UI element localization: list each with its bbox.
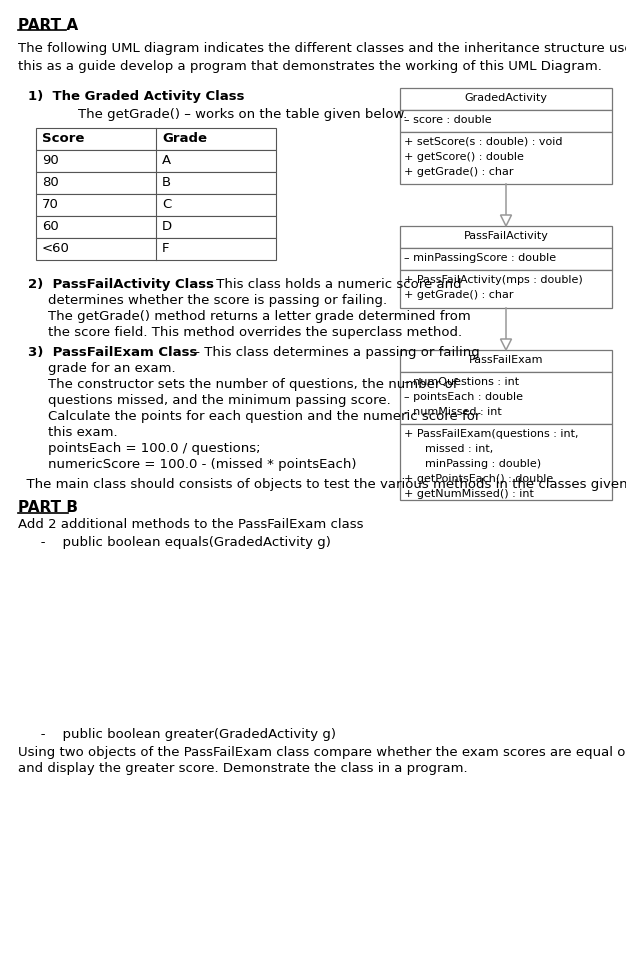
- Text: + PassFailExam(questions : int,: + PassFailExam(questions : int,: [404, 429, 578, 439]
- Text: The getGrade() – works on the table given below.: The getGrade() – works on the table give…: [78, 108, 408, 121]
- Text: + getGrade() : char: + getGrade() : char: [404, 290, 513, 300]
- Text: The constructor sets the number of questions, the number of: The constructor sets the number of quest…: [48, 378, 458, 391]
- Text: Add 2 additional methods to the PassFailExam class: Add 2 additional methods to the PassFail…: [18, 518, 364, 531]
- Text: PassFailExam: PassFailExam: [469, 355, 543, 365]
- Text: 3)  PassFailExam Class: 3) PassFailExam Class: [28, 346, 197, 359]
- Text: F: F: [162, 242, 170, 255]
- Text: Calculate the points for each question and the numeric score for: Calculate the points for each question a…: [48, 410, 480, 423]
- Text: missed : int,: missed : int,: [404, 444, 493, 454]
- Text: – minPassingScore : double: – minPassingScore : double: [404, 253, 556, 263]
- FancyBboxPatch shape: [400, 424, 612, 500]
- Text: – numQuestions : int: – numQuestions : int: [404, 377, 519, 387]
- Text: 60: 60: [42, 220, 59, 233]
- Text: questions missed, and the minimum passing score.: questions missed, and the minimum passin…: [48, 394, 391, 407]
- FancyBboxPatch shape: [36, 238, 276, 260]
- Text: Using two objects of the PassFailExam class compare whether the exam scores are : Using two objects of the PassFailExam cl…: [18, 746, 626, 759]
- Text: Grade: Grade: [162, 132, 207, 145]
- Text: and display the greater score. Demonstrate the class in a program.: and display the greater score. Demonstra…: [18, 762, 468, 775]
- Text: D: D: [162, 220, 172, 233]
- Text: PassFailActivity: PassFailActivity: [464, 231, 548, 241]
- Text: this as a guide develop a program that demonstrates the working of this UML Diag: this as a guide develop a program that d…: [18, 60, 602, 73]
- Text: – score : double: – score : double: [404, 115, 491, 125]
- Text: minPassing : double): minPassing : double): [404, 459, 541, 469]
- Text: 1)  The Graded Activity Class: 1) The Graded Activity Class: [28, 90, 245, 103]
- Text: – pointsEach : double: – pointsEach : double: [404, 392, 523, 402]
- Text: -    public boolean equals(GradedActivity g): - public boolean equals(GradedActivity g…: [28, 536, 331, 549]
- Text: The getGrade() method returns a letter grade determined from: The getGrade() method returns a letter g…: [48, 310, 471, 323]
- Text: 90: 90: [42, 154, 59, 167]
- Text: B: B: [162, 176, 171, 189]
- Text: 2)  PassFailActivity Class: 2) PassFailActivity Class: [28, 278, 214, 291]
- Text: the score field. This method overrides the superclass method.: the score field. This method overrides t…: [48, 326, 462, 339]
- FancyBboxPatch shape: [36, 172, 276, 194]
- Text: grade for an exam.: grade for an exam.: [48, 362, 176, 375]
- Text: - This class determines a passing or failing: - This class determines a passing or fai…: [191, 346, 480, 359]
- Text: PART A: PART A: [18, 18, 78, 33]
- FancyBboxPatch shape: [36, 194, 276, 216]
- Text: A: A: [162, 154, 171, 167]
- FancyBboxPatch shape: [36, 216, 276, 238]
- Polygon shape: [501, 215, 511, 226]
- FancyBboxPatch shape: [400, 110, 612, 132]
- Text: determines whether the score is passing or failing.: determines whether the score is passing …: [48, 294, 387, 307]
- Text: + PassFailActivity(mps : double): + PassFailActivity(mps : double): [404, 275, 583, 285]
- Text: The following UML diagram indicates the different classes and the inheritance st: The following UML diagram indicates the …: [18, 42, 626, 55]
- FancyBboxPatch shape: [400, 248, 612, 270]
- Text: this exam.: this exam.: [48, 426, 118, 439]
- Text: + getNumMissed() : int: + getNumMissed() : int: [404, 489, 534, 499]
- Text: Score: Score: [42, 132, 85, 145]
- Text: PART B: PART B: [18, 500, 78, 515]
- FancyBboxPatch shape: [400, 132, 612, 184]
- Text: 80: 80: [42, 176, 59, 189]
- Text: -    public boolean greater(GradedActivity g): - public boolean greater(GradedActivity …: [28, 728, 336, 741]
- Text: + getPointsEach() : double: + getPointsEach() : double: [404, 474, 553, 484]
- FancyBboxPatch shape: [400, 88, 612, 110]
- Text: <60: <60: [42, 242, 70, 255]
- FancyBboxPatch shape: [36, 128, 276, 150]
- FancyBboxPatch shape: [400, 372, 612, 424]
- FancyBboxPatch shape: [400, 270, 612, 308]
- Polygon shape: [501, 339, 511, 350]
- FancyBboxPatch shape: [36, 150, 276, 172]
- Text: + getGrade() : char: + getGrade() : char: [404, 167, 513, 177]
- Text: GradedActivity: GradedActivity: [464, 93, 548, 103]
- Text: - This class holds a numeric score and: - This class holds a numeric score and: [203, 278, 461, 291]
- Text: numericScore = 100.0 - (missed * pointsEach): numericScore = 100.0 - (missed * pointsE…: [48, 458, 356, 471]
- Text: pointsEach = 100.0 / questions;: pointsEach = 100.0 / questions;: [48, 442, 260, 455]
- Text: C: C: [162, 198, 172, 211]
- Text: 70: 70: [42, 198, 59, 211]
- Text: + getScore() : double: + getScore() : double: [404, 152, 524, 162]
- Text: – numMissed : int: – numMissed : int: [404, 407, 502, 417]
- Text: The main class should consists of objects to test the various methods in the cla: The main class should consists of object…: [18, 478, 626, 491]
- FancyBboxPatch shape: [400, 226, 612, 248]
- FancyBboxPatch shape: [400, 350, 612, 372]
- Text: + setScore(s : double) : void: + setScore(s : double) : void: [404, 137, 563, 147]
